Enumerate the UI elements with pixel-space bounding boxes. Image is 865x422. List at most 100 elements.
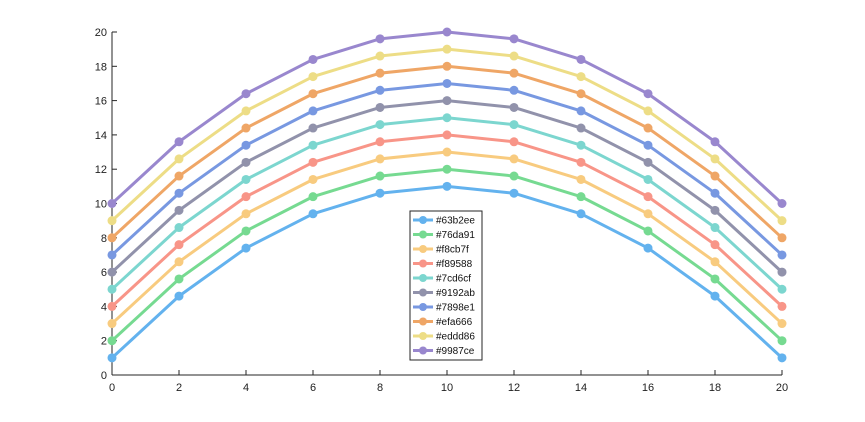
data-point: [710, 240, 720, 250]
data-point: [107, 284, 117, 294]
data-point: [643, 209, 653, 219]
data-point: [576, 72, 586, 82]
legend-swatch-marker: [419, 346, 427, 355]
y-tick-label: 0: [101, 370, 107, 382]
data-point: [442, 27, 452, 37]
legend-swatch-marker: [419, 288, 427, 297]
data-point: [174, 205, 184, 215]
data-point: [241, 192, 251, 202]
y-tick-label: 10: [95, 199, 107, 211]
series-5: [107, 96, 787, 277]
data-point: [710, 188, 720, 198]
data-point: [777, 336, 787, 346]
legend-item: #eddd86: [413, 332, 475, 343]
series-9: [107, 27, 787, 208]
data-point: [576, 209, 586, 219]
data-point: [710, 291, 720, 301]
series-6: [107, 78, 787, 260]
data-point: [442, 164, 452, 174]
data-point: [375, 154, 385, 164]
data-point: [509, 188, 519, 198]
data-point: [777, 301, 787, 311]
x-tick-label: 12: [508, 382, 520, 394]
data-point: [576, 54, 586, 64]
x-tick-label: 16: [642, 382, 654, 394]
series-3: [107, 130, 787, 311]
data-point: [576, 192, 586, 202]
data-point: [308, 192, 318, 202]
data-point: [174, 154, 184, 164]
legend-swatch-marker: [419, 317, 427, 326]
data-point: [375, 85, 385, 95]
data-point: [107, 199, 117, 208]
axes: 0 2 4 6 8 10 12 14 16 18 20 0 2 4 6 8 10 12 14 16 18 20: [95, 27, 788, 394]
data-point: [241, 123, 251, 133]
data-point: [107, 353, 117, 363]
data-point: [308, 72, 318, 82]
data-point: [442, 44, 452, 54]
y-tick-label: 14: [95, 130, 107, 142]
y-tick-label: 8: [101, 233, 107, 245]
data-point: [442, 181, 452, 191]
legend-swatch-marker: [419, 274, 427, 282]
data-point: [509, 68, 519, 78]
data-point: [241, 157, 251, 167]
x-tick-label: 2: [176, 382, 182, 394]
data-point: [576, 140, 586, 150]
legend-swatch-marker: [419, 259, 427, 268]
data-point: [710, 171, 720, 181]
data-point: [442, 113, 452, 123]
data-point: [107, 319, 117, 329]
data-point: [777, 216, 787, 226]
data-point: [241, 174, 251, 184]
data-point: [241, 140, 251, 150]
legend-item: #f89588: [413, 259, 473, 270]
data-point: [710, 154, 720, 164]
series-7: [107, 61, 787, 243]
data-point: [643, 89, 653, 99]
legend-label: #63b2ee: [436, 216, 475, 227]
data-point: [174, 137, 184, 147]
data-point: [107, 233, 117, 243]
data-point: [576, 174, 586, 184]
legend-swatch-marker: [419, 216, 427, 224]
data-point: [576, 89, 586, 99]
series-0: [107, 181, 787, 363]
legend-item: #7898e1: [413, 303, 475, 314]
data-point: [241, 106, 251, 116]
x-tick-label: 10: [441, 382, 453, 394]
data-point: [777, 284, 787, 294]
legend-swatch-marker: [419, 303, 427, 311]
x-tick-label: 0: [109, 382, 115, 394]
y-tick-label: 16: [95, 96, 107, 108]
data-point: [509, 154, 519, 164]
data-point: [107, 267, 117, 277]
legend-label: #7cd6cf: [436, 274, 471, 285]
data-point: [777, 267, 787, 277]
legend-item: #76da91: [413, 230, 475, 241]
data-point: [107, 301, 117, 311]
data-point: [107, 250, 117, 260]
data-point: [643, 243, 653, 253]
data-point: [308, 89, 318, 99]
data-point: [308, 157, 318, 167]
legend-label: #7898e1: [436, 303, 475, 314]
data-point: [442, 96, 452, 106]
data-point: [174, 274, 184, 284]
data-point: [442, 130, 452, 140]
data-point: [509, 51, 519, 61]
y-tick-label: 18: [95, 61, 107, 73]
data-point: [643, 157, 653, 167]
data-point: [107, 336, 117, 346]
data-point: [241, 89, 251, 99]
data-point: [308, 140, 318, 150]
data-point: [777, 319, 787, 329]
data-point: [308, 106, 318, 116]
data-point: [241, 243, 251, 253]
data-point: [375, 68, 385, 78]
y-tick-label: 12: [95, 164, 107, 176]
data-point: [174, 171, 184, 181]
x-tick-label: 18: [709, 382, 721, 394]
